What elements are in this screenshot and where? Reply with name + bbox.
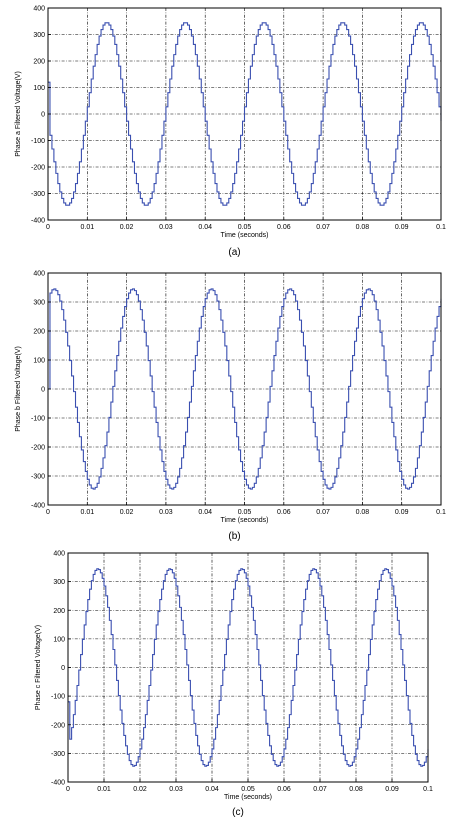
chart-1-x-tick-label: 0.03 [159, 224, 173, 231]
chart-1-y-tick-label: 100 [33, 85, 45, 92]
chart-panel-1: 0 0.01 0.02 0.03 0.04 0.05 0.06 0.07 0.08 0.09 0.1… [15, 6, 446, 259]
chart-1-y-tick-label: 400 [33, 6, 45, 13]
chart-panel-3: 0 0.01 0.02 0.03 0.04 0.05 0.06 0.07 0.08 0.09 0.1… [35, 551, 433, 819]
chart-3-x-tick-label: 0.04 [205, 786, 219, 793]
chart-3-y-tick-label: -200 [51, 722, 65, 729]
chart-3-y-axis-label: Phase c Filtered Voltage(V) [35, 625, 42, 710]
chart-2-y-tick-label: 100 [33, 358, 45, 365]
chart-3-y-tick-label: 100 [53, 636, 65, 643]
chart-3-caption: (c) [232, 807, 244, 818]
chart-3-x-tick-label: 0.09 [385, 786, 399, 793]
chart-1-x-tick-label: 0.08 [356, 224, 370, 231]
chart-2-y-tick-label: 0 [41, 387, 45, 394]
chart-1-x-tick-label: 0.05 [238, 224, 252, 231]
chart-2-x-tick-label: 0.02 [120, 509, 134, 516]
chart-2-caption: (b) [228, 531, 240, 542]
chart-3-y-tick-label: 0 [61, 665, 65, 672]
chart-1-x-tick-label: 0.07 [316, 224, 330, 231]
chart-3-y-tick-label: -400 [51, 780, 65, 787]
chart-3-x-tick-label: 0.1 [423, 786, 433, 793]
chart-1-y-axis-label: Phase a Filtered Voltage(V) [15, 71, 22, 157]
chart-3-x-tick-label: 0.03 [169, 786, 183, 793]
chart-1-y-tick-label: -100 [31, 138, 45, 145]
chart-2-y-tick-label: 200 [33, 329, 45, 336]
chart-3-x-tick-label: 0.01 [97, 786, 111, 793]
chart-3-x-tick-label: 0.07 [313, 786, 327, 793]
chart-1-series-line-1 [48, 22, 442, 206]
chart-1-x-axis-label: Time (seconds) [221, 232, 269, 239]
chart-1-y-tick-label: -300 [31, 191, 45, 198]
chart-panel-2: 0 0.01 0.02 0.03 0.04 0.05 0.06 0.07 0.08 0.09 0.1… [15, 271, 446, 543]
chart-2-x-tick-label: 0.05 [238, 509, 252, 516]
chart-1-x-tick-label: 0.09 [395, 224, 409, 231]
chart-1-y-tick-label: 300 [33, 32, 45, 39]
chart-3-x-tick-label: 0.02 [133, 786, 147, 793]
chart-2-y-tick-label: 400 [33, 271, 45, 278]
chart-3-y-tick-label: 200 [53, 608, 65, 615]
chart-2-y-tick-label: -200 [31, 445, 45, 452]
chart-2-y-tick-label: 300 [33, 300, 45, 307]
chart-3-series-line-1 [68, 568, 429, 767]
chart-3-y-tick-label: -300 [51, 751, 65, 758]
chart-1-y-tick-label: 0 [41, 112, 45, 119]
chart-2-y-axis-label: Phase b Filtered Voltage(V) [15, 346, 22, 432]
chart-2-x-tick-label: 0.09 [395, 509, 409, 516]
chart-3-x-tick-label: 0.05 [241, 786, 255, 793]
chart-1-y-tick-label: -400 [31, 218, 45, 225]
chart-1-caption: (a) [228, 247, 240, 258]
chart-2-y-tick-label: -300 [31, 474, 45, 481]
chart-1-x-tick-label: 0.1 [436, 224, 446, 231]
chart-2-series-line-1 [48, 288, 442, 490]
chart-2-x-tick-label: 0.03 [159, 509, 173, 516]
chart-1-x-tick-label: 0.04 [198, 224, 212, 231]
chart-2-x-tick-label: 0.06 [277, 509, 291, 516]
chart-3-y-tick-label: 300 [53, 579, 65, 586]
chart-1-x-tick-label: 0.06 [277, 224, 291, 231]
chart-2-y-tick-label: -100 [31, 416, 45, 423]
chart-2-x-tick-label: 0.1 [436, 509, 446, 516]
chart-3-x-axis-label: Time (seconds) [224, 794, 272, 801]
chart-1-y-tick-label: -200 [31, 165, 45, 172]
chart-3-y-tick-label: 400 [53, 551, 65, 558]
chart-2-x-tick-label: 0.08 [356, 509, 370, 516]
chart-2-y-tick-label: -400 [31, 503, 45, 510]
chart-3-x-tick-label: 0 [66, 786, 70, 793]
chart-2-x-tick-label: 0.04 [198, 509, 212, 516]
chart-2-x-tick-label: 0.07 [316, 509, 330, 516]
chart-2-x-tick-label: 0.01 [80, 509, 94, 516]
chart-3-x-tick-label: 0.06 [277, 786, 291, 793]
chart-3-y-tick-label: -100 [51, 694, 65, 701]
chart-2-x-tick-label: 0 [46, 509, 50, 516]
chart-1-y-tick-label: 200 [33, 59, 45, 66]
chart-1-x-tick-label: 0.02 [120, 224, 134, 231]
chart-3-x-tick-label: 0.08 [349, 786, 363, 793]
chart-1-x-tick-label: 0.01 [80, 224, 94, 231]
chart-2-x-axis-label: Time (seconds) [221, 517, 269, 524]
chart-1-x-tick-label: 0 [46, 224, 50, 231]
